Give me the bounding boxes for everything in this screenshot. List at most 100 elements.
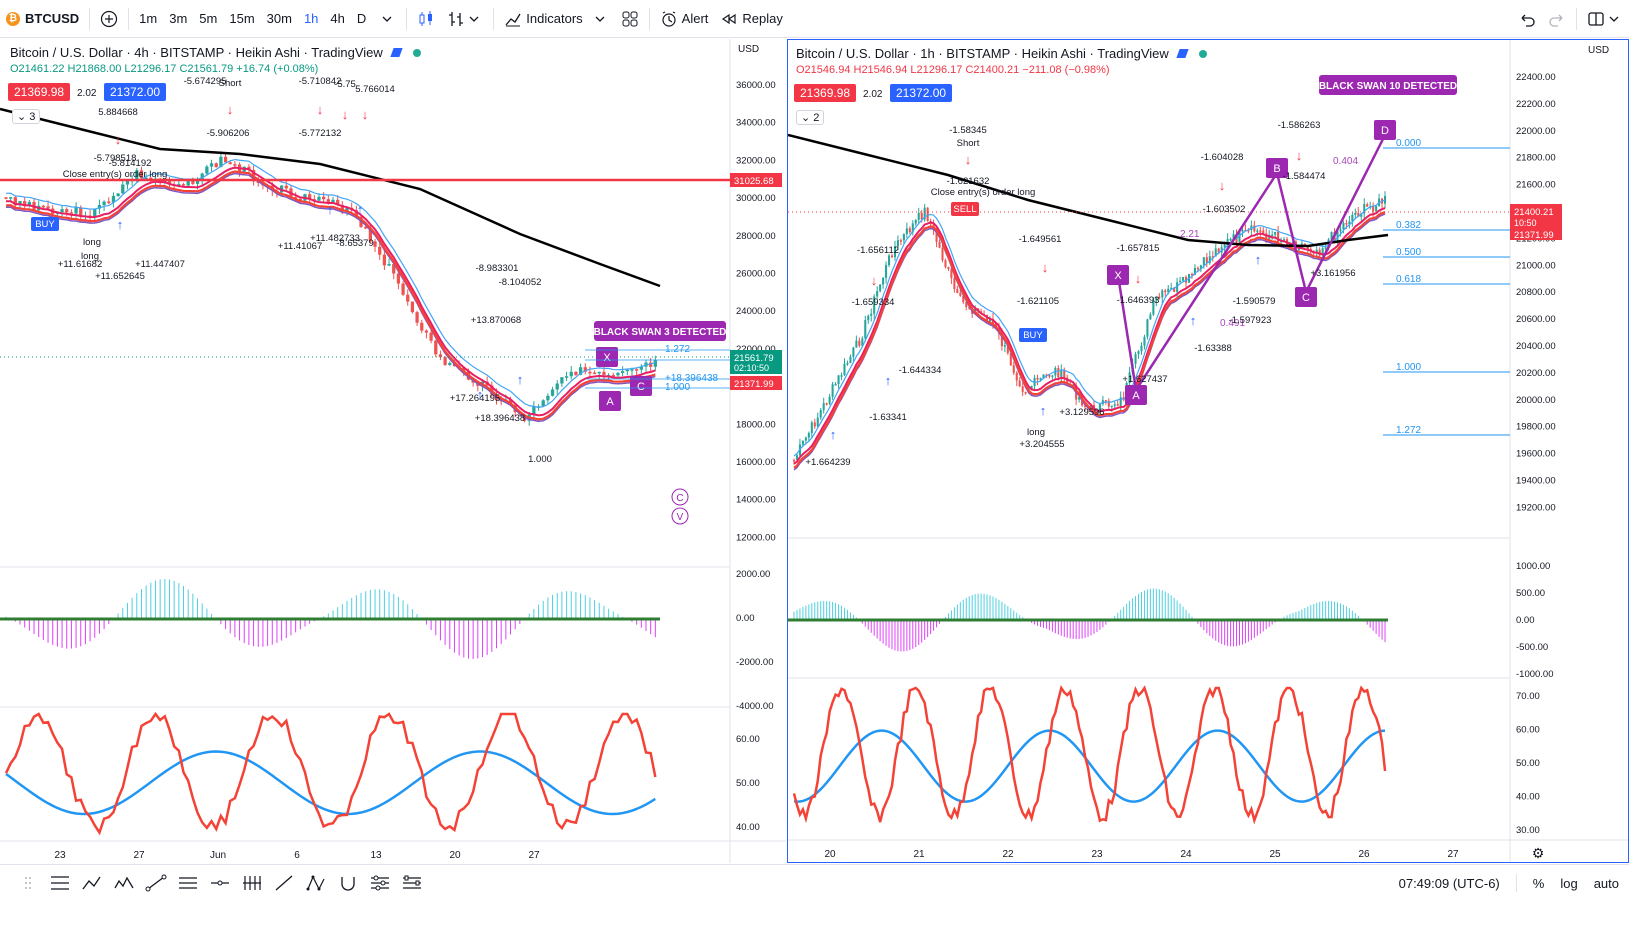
alert-button[interactable]: Alert	[654, 0, 715, 38]
settings-sliders-icon[interactable]	[396, 868, 428, 898]
rsi-tick-label: 40.00	[1516, 792, 1540, 803]
time-tick-label: 23	[54, 850, 66, 861]
chart-type-button[interactable]	[441, 0, 489, 38]
time-tick-label: 22	[1002, 849, 1014, 860]
candle-body	[541, 400, 545, 407]
bar-style-button[interactable]	[411, 0, 441, 38]
fib-level-label: 1.000	[1396, 362, 1421, 373]
magnet-icon[interactable]	[332, 868, 364, 898]
buy-button[interactable]: 21372.00	[104, 83, 167, 101]
log-toggle[interactable]: log	[1560, 875, 1578, 891]
templates-button[interactable]	[615, 0, 645, 38]
candle-body	[876, 291, 879, 297]
menu-lines-icon[interactable]	[44, 868, 76, 898]
channel-icon[interactable]	[172, 868, 204, 898]
interval-3m-button[interactable]: 3m	[169, 11, 188, 26]
divider	[648, 7, 650, 30]
split-layout-icon	[1587, 10, 1605, 28]
osc-tick-label: 500.00	[1516, 588, 1545, 599]
percent-toggle[interactable]: %	[1532, 875, 1545, 891]
candle-body	[1223, 244, 1226, 248]
candle-body	[13, 197, 17, 206]
candle-body	[825, 403, 828, 405]
drag-handle[interactable]	[12, 868, 44, 898]
indicator-count: 2	[813, 112, 820, 124]
trade-annotation: -8.65379	[336, 238, 374, 249]
compare-symbol-button[interactable]	[94, 0, 124, 38]
fib-label: 1.000	[665, 382, 690, 393]
interval-1h-button[interactable]: 1h	[303, 11, 319, 26]
trade-annotation: -5.674295	[184, 76, 227, 87]
resistance-price-label: 31025.68	[734, 176, 774, 187]
sliders-icon[interactable]	[364, 868, 396, 898]
bid-price-badge	[730, 376, 782, 390]
currency-label[interactable]: USD	[738, 44, 760, 55]
candle-body	[46, 206, 50, 209]
sell-button[interactable]: 21369.98	[8, 83, 71, 101]
symbol-search-button[interactable]: ₿ BTCUSD	[0, 0, 85, 38]
trade-annotation: -1.621105	[1017, 296, 1059, 307]
interval-15m-button[interactable]: 15m	[229, 11, 255, 26]
layout-button[interactable]	[1581, 0, 1629, 38]
alert-label: Alert	[681, 11, 709, 26]
undo-button[interactable]	[1512, 0, 1542, 38]
flag-icon[interactable]	[1176, 49, 1190, 58]
candle-body	[578, 367, 583, 375]
candle-body	[1146, 319, 1149, 337]
candle-body	[1176, 282, 1179, 292]
buy-button[interactable]: 21372.00	[890, 84, 953, 102]
interval-d-button[interactable]: D	[356, 11, 367, 26]
network-icon[interactable]	[300, 868, 332, 898]
currency-label[interactable]: USD	[1588, 45, 1610, 56]
elliott-wave-icon[interactable]	[108, 868, 140, 898]
candle-body	[438, 354, 443, 358]
price-tick-label: 19600.00	[1516, 449, 1556, 460]
interval-5m-button[interactable]: 5m	[199, 11, 218, 26]
indicators-button[interactable]: Indicators	[498, 0, 614, 38]
trade-annotation: +11.652645	[95, 271, 145, 282]
candle-body	[149, 177, 153, 180]
interval-dropdown-button[interactable]	[372, 0, 402, 38]
auto-toggle[interactable]: auto	[1593, 875, 1619, 891]
divider	[1515, 874, 1517, 892]
gear-icon[interactable]: ⚙	[1532, 845, 1545, 861]
buy-signal-badge	[1019, 328, 1047, 342]
left-chart-pane[interactable]: 36000.00 34000.00 32000.00 30000.00 28000.00…	[0, 39, 786, 863]
candle-body	[1274, 231, 1277, 235]
flag-icon[interactable]	[390, 48, 404, 57]
candle-body	[191, 179, 195, 184]
clock-display[interactable]: 07:49:09 (UTC-6)	[1398, 875, 1500, 891]
candle-body	[914, 219, 917, 224]
candle-body	[1253, 225, 1256, 232]
indicator-toggle[interactable]: ⌄ 2	[796, 110, 825, 125]
left-chart-canvas[interactable]: 36000.0034000.0032000.0030000.0028000.00…	[0, 39, 786, 863]
redo-button[interactable]	[1542, 0, 1572, 38]
vertical-lines-icon[interactable]	[236, 868, 268, 898]
candle-body	[1149, 314, 1152, 320]
candle-body	[1095, 412, 1098, 414]
candle-body	[1003, 345, 1006, 347]
trade-annotation: -1.590579	[1233, 296, 1276, 307]
replay-button[interactable]: Replay	[714, 0, 788, 38]
horizontal-line-icon[interactable]	[204, 868, 236, 898]
candle-body	[368, 228, 373, 242]
candle-body	[1259, 230, 1262, 232]
pattern-abc-icon[interactable]	[76, 868, 108, 898]
candle-body	[1336, 231, 1339, 240]
candle-body	[1179, 280, 1182, 283]
interval-1m-button[interactable]: 1m	[139, 11, 158, 26]
pattern-circle-label: C	[676, 493, 683, 504]
right-chart-canvas[interactable]: 22400.0022200.0022000.0021800.0021600.00…	[788, 40, 1628, 862]
candle-body	[616, 372, 620, 376]
time-tick-label: 20	[449, 850, 461, 861]
candle-body	[1283, 239, 1286, 241]
right-chart-pane[interactable]: 22400.00 22200.00 22000.00 21800.00 21600.00…	[787, 39, 1629, 863]
interval-30m-button[interactable]: 30m	[266, 11, 292, 26]
interval-4h-button[interactable]: 4h	[330, 11, 345, 26]
candle-body	[653, 360, 657, 367]
candle-body	[354, 210, 358, 217]
sell-button[interactable]: 21369.98	[794, 84, 857, 102]
indicator-toggle[interactable]: ⌄ 3	[12, 109, 41, 124]
ray-icon[interactable]	[268, 868, 300, 898]
trend-line-icon[interactable]	[140, 868, 172, 898]
